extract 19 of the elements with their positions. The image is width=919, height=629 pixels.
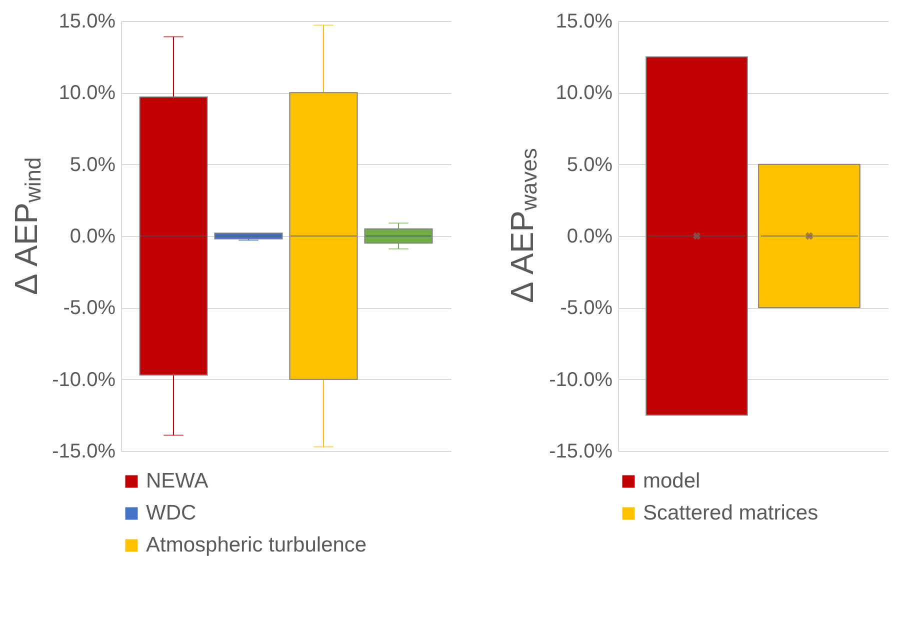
legend-label: model — [642, 470, 700, 492]
y-tick-label: -10.0% — [52, 368, 116, 391]
legend-label: NEWA — [146, 470, 209, 492]
y-tick-label: 10.0% — [59, 82, 116, 104]
y-tick-label: -15.0% — [52, 440, 116, 462]
legend-label: Atmospheric turbulence — [146, 534, 368, 556]
y-tick-label: -5.0% — [64, 297, 116, 320]
y-tick-label: 0.0% — [566, 226, 612, 248]
y-tick-label: 5.0% — [566, 154, 612, 176]
legend-label: WDC — [146, 502, 197, 524]
y-tick-label: 15.0% — [556, 10, 612, 32]
y-tick-label: -15.0% — [548, 440, 612, 462]
y-tick-label: -10.0% — [548, 368, 612, 391]
y-tick-label: 10.0% — [556, 82, 612, 104]
y-tick-label: 0.0% — [70, 226, 116, 248]
legend-label: Scattered matrices — [642, 502, 818, 524]
y-tick-label: 15.0% — [59, 10, 116, 32]
y-tick-label: 5.0% — [70, 154, 116, 176]
y-tick-label: -5.0% — [560, 297, 612, 320]
